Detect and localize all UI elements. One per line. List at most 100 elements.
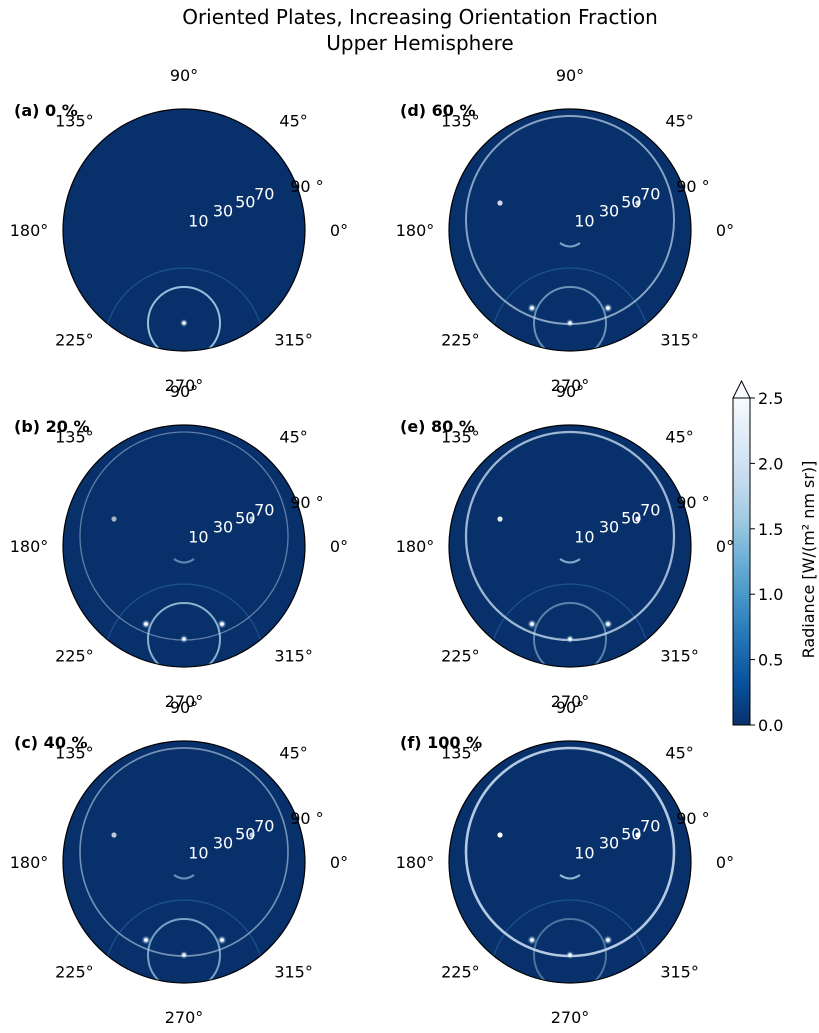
sky-disk [63, 741, 305, 983]
zenith-tick-label: 90 ° [290, 177, 323, 196]
azimuth-tick-label: 225° [55, 331, 94, 350]
azimuth-tick-label: 45° [279, 111, 307, 130]
sundog-core [220, 938, 224, 942]
zenith-tick-label: 10 [188, 844, 208, 863]
azimuth-tick-label: 90° [556, 66, 584, 85]
zenith-tick-label: 70 [640, 816, 660, 835]
zenith-tick-label: 30 [213, 202, 233, 221]
zenith-tick-label: 90 ° [676, 177, 709, 196]
azimuth-tick-label: 135° [55, 427, 94, 446]
zenith-tick-label: 50 [235, 824, 255, 843]
panel-label: (d) 60 % [400, 101, 476, 120]
azimuth-tick-label: 90° [556, 698, 584, 717]
azimuth-tick-label: 225° [55, 963, 94, 982]
colorbar-label: Radiance [W/(m² nm sr)] [799, 461, 818, 659]
figure-title: Oriented Plates, Increasing Orientation … [182, 5, 658, 29]
zenith-tick-label: 30 [599, 202, 619, 221]
azimuth-tick-label: 270° [551, 1008, 590, 1027]
azimuth-tick-label: 45° [665, 111, 693, 130]
azimuth-tick-label: 180° [396, 537, 435, 556]
circumzenithal-arc [173, 558, 195, 564]
panel-label: (c) 40 % [14, 733, 88, 752]
azimuth-tick-label: 90° [556, 382, 584, 401]
azimuth-tick-label: 315° [660, 963, 699, 982]
polar-frame [62, 424, 306, 668]
halo-22 [147, 602, 221, 667]
azimuth-tick-label: 45° [279, 743, 307, 762]
azimuth-tick-label: 225° [55, 647, 94, 666]
panel-d: (d) 60 % 0° 45° 90° 135° 180° 225° 270° 315° 10 30… [396, 66, 734, 395]
sun [568, 953, 572, 957]
colorbar-extend-arrow [732, 379, 751, 399]
parhelion-120-left [497, 200, 503, 206]
azimuth-tick-label: 270° [165, 692, 204, 711]
azimuth-tick-label: 135° [55, 111, 94, 130]
azimuth-tick-label: 45° [279, 427, 307, 446]
azimuth-tick-label: 0° [716, 853, 734, 872]
polar-frame [62, 108, 306, 352]
zenith-tick-label: 30 [599, 834, 619, 853]
zenith-tick-label: 70 [254, 816, 274, 835]
zenith-tick-label: 10 [188, 528, 208, 547]
sky-disk [449, 741, 691, 983]
sundog-core [606, 938, 610, 942]
azimuth-tick-label: 45° [665, 427, 693, 446]
azimuth-tick-label: 135° [55, 743, 94, 762]
zenith-tick-label: 50 [621, 508, 641, 527]
parhelion-120-right [635, 832, 641, 838]
sundog-core [530, 622, 534, 626]
zenith-tick-label: 70 [254, 184, 274, 203]
halo-22 [533, 602, 607, 667]
zenith-tick-label: 10 [188, 212, 208, 231]
azimuth-tick-label: 315° [660, 647, 699, 666]
panel-e: (e) 80 % 0° 45° 90° 135° 180° 225° 270° 315° 10 30… [396, 382, 734, 711]
sun [182, 321, 186, 325]
zenith-tick-label: 10 [574, 212, 594, 231]
halo-22 [533, 286, 607, 351]
azimuth-tick-label: 0° [330, 537, 348, 556]
panel-b: (b) 20 % 0° 45° 90° 135° 180° 225° 270° 315° 10 30… [10, 382, 348, 711]
sundog-core [220, 622, 224, 626]
colorbar-tick-label: 1.5 [758, 520, 783, 539]
sun [182, 637, 186, 641]
zenith-tick-label: 70 [640, 184, 660, 203]
colorbar-tick-label: 2.5 [758, 389, 783, 408]
zenith-tick-label: 90 ° [290, 493, 323, 512]
colorbar-tick-label: 2.0 [758, 454, 783, 473]
azimuth-tick-label: 180° [396, 853, 435, 872]
panel-f: (f) 100 % 0° 45° 90° 135° 180° 225° 270° 315° 10 3… [396, 698, 734, 1027]
circumzenithal-arc [559, 874, 581, 880]
panel-label: (f) 100 % [400, 733, 482, 752]
halo-22 [147, 918, 221, 983]
circumzenithal-arc [559, 242, 581, 248]
parhelion-120-left [111, 516, 117, 522]
zenith-tick-label: 50 [621, 192, 641, 211]
azimuth-tick-label: 180° [10, 853, 49, 872]
halo-22 [147, 286, 221, 351]
azimuth-tick-label: 90° [170, 66, 198, 85]
azimuth-tick-label: 315° [274, 963, 313, 982]
azimuth-tick-label: 0° [330, 853, 348, 872]
azimuth-tick-label: 0° [716, 537, 734, 556]
sky-disk [449, 425, 691, 667]
zenith-tick-label: 50 [621, 824, 641, 843]
azimuth-tick-label: 180° [396, 221, 435, 240]
azimuth-tick-label: 270° [551, 376, 590, 395]
azimuth-tick-label: 225° [441, 963, 480, 982]
colorbar-tick-label: 0.0 [758, 716, 783, 735]
figure-subtitle: Upper Hemisphere [326, 31, 513, 55]
zenith-tick-label: 50 [235, 192, 255, 211]
circumzenithal-arc [173, 874, 195, 880]
zenith-tick-label: 30 [213, 518, 233, 537]
sky-disk [63, 425, 305, 667]
zenith-tick-label: 90 ° [290, 809, 323, 828]
azimuth-tick-label: 180° [10, 221, 49, 240]
azimuth-tick-label: 45° [665, 743, 693, 762]
colorbar-tick-label: 1.0 [758, 585, 783, 604]
sky-disk [449, 109, 691, 351]
sky-disk [63, 109, 305, 351]
parhelion-120-left [497, 516, 503, 522]
polar-frame [448, 108, 692, 352]
parhelion-120-right [635, 200, 641, 206]
